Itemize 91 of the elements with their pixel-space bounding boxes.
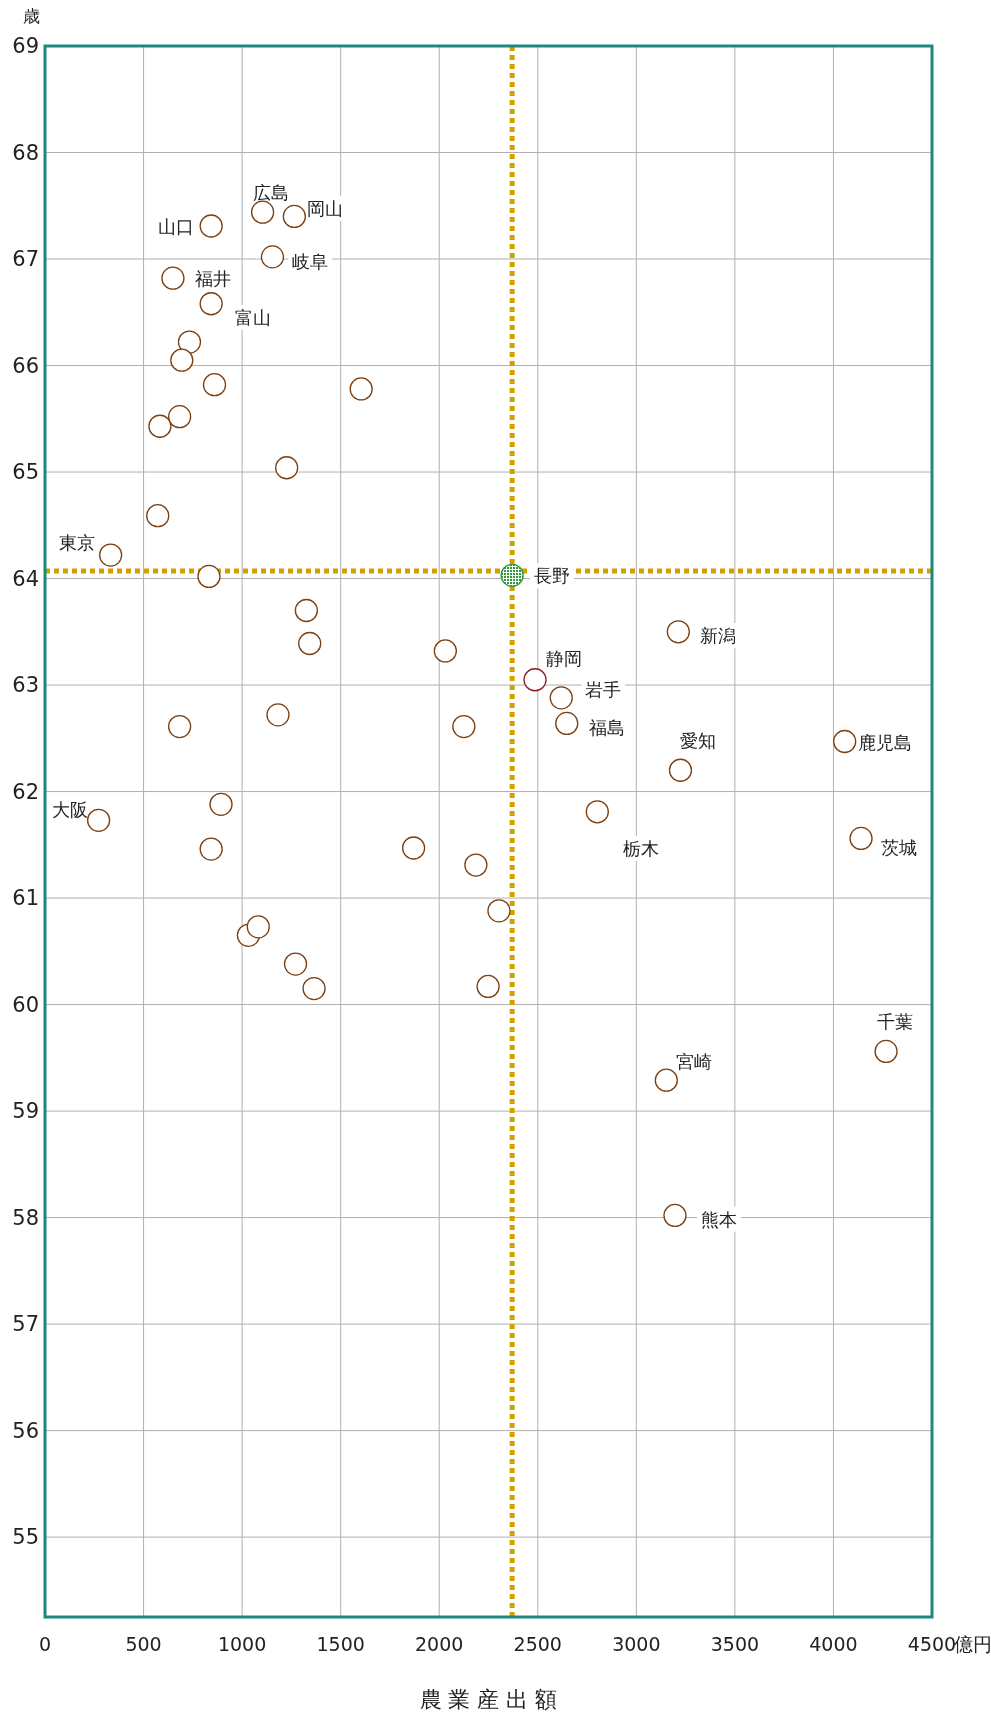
annotation: 富山 [235, 306, 272, 328]
point [283, 952, 308, 976]
point [668, 758, 693, 782]
point [555, 711, 579, 736]
y-tick-label: 60 [12, 992, 39, 1017]
point [146, 504, 170, 528]
y-tick-label: 64 [12, 566, 39, 591]
annotation: 新潟 [700, 625, 737, 647]
y-tick-label: 63 [12, 673, 39, 698]
point [167, 405, 192, 429]
annotation: 栃木 [623, 837, 660, 859]
point [487, 899, 511, 923]
point [833, 729, 857, 754]
point [260, 245, 285, 269]
text: 億円 [954, 1633, 991, 1655]
point [170, 348, 194, 372]
annotation: 広島 [253, 182, 290, 204]
point [202, 373, 227, 397]
annotation: 東京 [59, 531, 96, 553]
annotation: 千葉 [876, 1010, 913, 1032]
point [199, 214, 223, 238]
y-tick-label: 65 [12, 460, 39, 485]
point [294, 598, 319, 623]
y-tick-label: 68 [12, 140, 39, 165]
point [452, 714, 476, 739]
y-tick-label: 67 [12, 247, 39, 272]
point [246, 915, 270, 939]
point [549, 686, 573, 710]
x-tick-label: 2000 [415, 1633, 464, 1655]
point [177, 330, 202, 354]
y-tick-label: 59 [12, 1099, 39, 1124]
point [849, 826, 873, 851]
y-tick-label: 62 [12, 779, 39, 804]
point [302, 976, 326, 1001]
y-tick-label: 69 [12, 34, 39, 58]
point [585, 800, 609, 824]
x-tick-label: 3500 [710, 1633, 760, 1655]
point [663, 1203, 687, 1228]
point [523, 668, 547, 692]
annotation: 大阪 [51, 799, 88, 821]
y-tick-label: 61 [12, 886, 39, 911]
point [167, 714, 192, 739]
point [266, 703, 290, 727]
annotation: 愛知 [679, 729, 716, 751]
annotation: 静岡 [545, 647, 582, 669]
annotation: 岐阜 [292, 251, 329, 273]
x-tick-label: 0 [38, 1633, 52, 1655]
point [199, 837, 223, 861]
point [98, 543, 123, 567]
point [666, 620, 690, 644]
y-tick-label: 57 [12, 1312, 39, 1337]
point [401, 836, 426, 860]
annotation: 茨城 [880, 837, 917, 859]
x-tick-label: 1500 [316, 1633, 365, 1655]
y-tick-label: 58 [12, 1205, 39, 1230]
y-tick-label: 55 [12, 1525, 39, 1550]
x-tick-label: 500 [125, 1633, 162, 1655]
annotation: 宮崎 [675, 1050, 712, 1072]
annotation: 岩手 [585, 679, 622, 701]
annotation: 福井 [194, 268, 231, 290]
x-tick-label: 4000 [809, 1633, 858, 1655]
annotation: 鹿児島 [857, 731, 912, 753]
annotation: 長野 [534, 565, 571, 587]
x-axis-title: 農 業 産 出 額 [419, 1687, 558, 1712]
point [476, 974, 500, 999]
x-tick-label: 3000 [612, 1633, 661, 1655]
point [298, 631, 322, 656]
point [464, 853, 488, 877]
point [197, 564, 221, 589]
point [433, 639, 457, 663]
annotation: 福島 [588, 716, 625, 738]
y-axis-title: 歳 [23, 6, 40, 26]
point [199, 292, 223, 316]
point [500, 563, 524, 587]
x-tick-label: 2500 [513, 1633, 562, 1655]
point [874, 1039, 898, 1064]
y-tick-label: 56 [12, 1418, 39, 1443]
point [349, 377, 373, 401]
annotation: 熊本 [701, 1208, 738, 1230]
point [209, 792, 233, 816]
y-tick-label: 66 [12, 353, 39, 378]
annotation: 岡山 [307, 197, 344, 219]
point [275, 456, 299, 480]
point [86, 808, 111, 832]
point [654, 1068, 678, 1092]
point [282, 204, 306, 229]
point [161, 266, 185, 290]
x-tick-label: 1000 [217, 1633, 267, 1655]
point [148, 414, 172, 438]
point [250, 200, 275, 224]
annotation: 山口 [157, 216, 194, 237]
